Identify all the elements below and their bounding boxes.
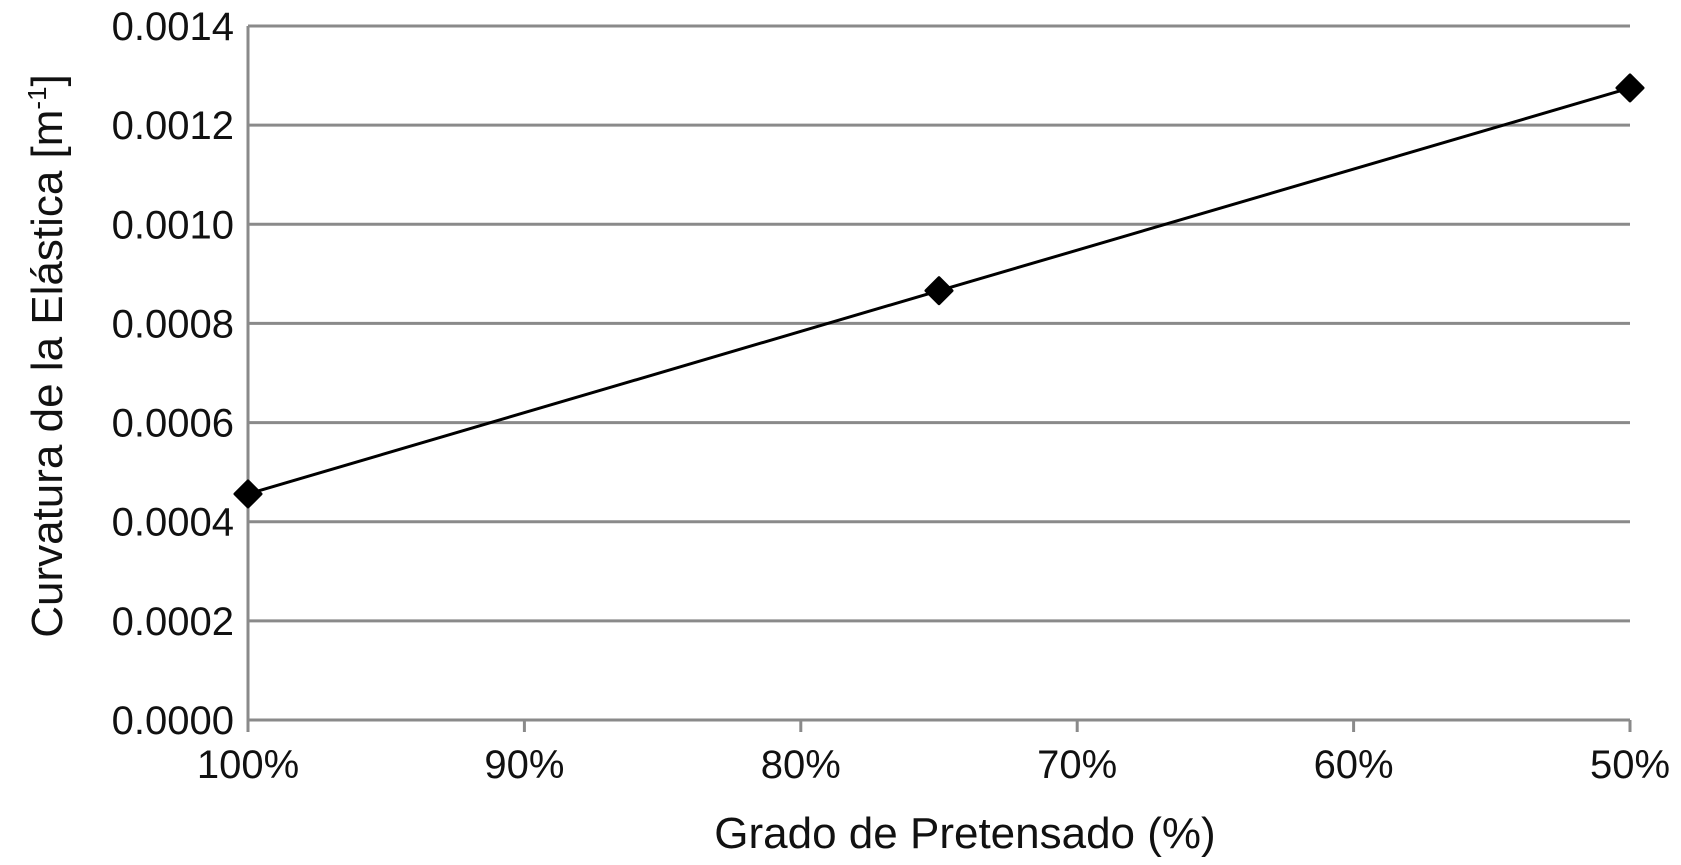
series-line [233,73,1645,509]
y-tick-label: 0.0004 [112,501,234,545]
y-tick-label: 0.0012 [112,104,234,148]
y-tick-label: 0.0008 [112,302,234,346]
y-axis-title-main: Curvatura de la Elástica [m [23,110,72,638]
y-tick-label: 0.0014 [112,5,234,49]
y-tick-label: 0.0006 [112,402,234,446]
x-tick-label: 80% [761,743,841,787]
x-tick-label: 90% [484,743,564,787]
y-axis-title: Curvatura de la Elástica [m-1] [22,74,72,638]
tick-labels: 0.0000 0.0002 0.0004 0.0006 0.0008 0.0010 0.00… [112,5,1670,787]
data-point-marker [924,276,954,306]
y-axis-title-superscript: -1 [22,86,52,109]
x-tick-label: 100% [197,743,299,787]
y-tick-label: 0.0000 [112,699,234,743]
x-tick-label: 70% [1037,743,1117,787]
y-tick-label: 0.0002 [112,600,234,644]
gridlines [248,24,1630,623]
x-tick-label: 60% [1314,743,1394,787]
data-point-marker [1615,73,1645,103]
data-point-marker [233,479,263,509]
x-axis-title: Grado de Pretensado (%) [714,809,1215,858]
y-axis-title-close: ] [23,74,72,86]
y-tick-label: 0.0010 [112,203,234,247]
axes [246,26,1632,732]
x-tick-label: 50% [1590,743,1670,787]
